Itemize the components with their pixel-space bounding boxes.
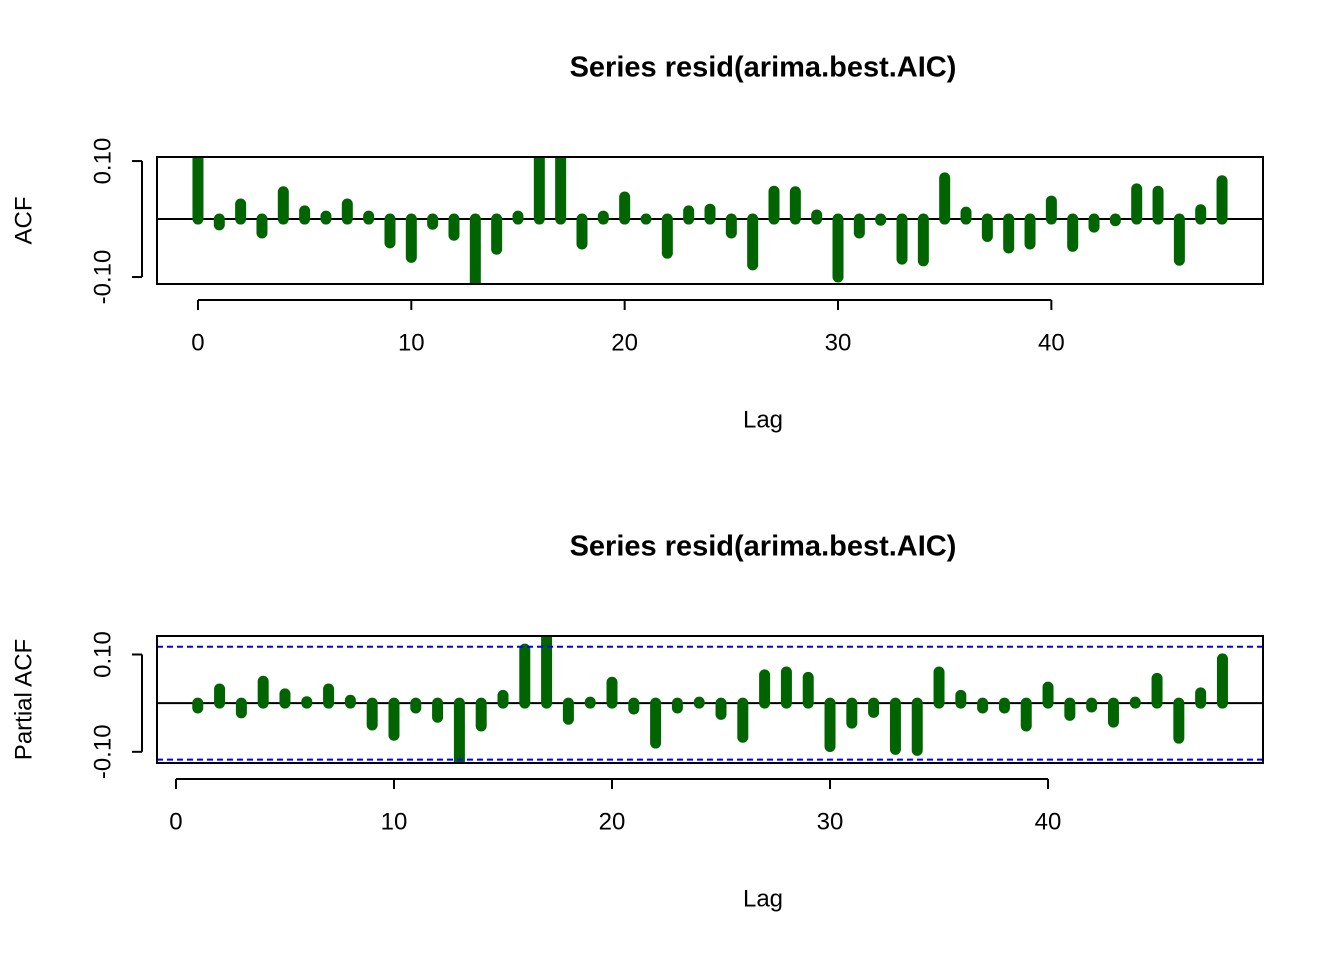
- plot-box: [156, 156, 1264, 285]
- x-tick-label: 40: [1035, 808, 1062, 835]
- chart-title: Series resid(arima.best.AIC): [570, 52, 957, 84]
- y-axis-label: ACF: [10, 197, 37, 245]
- y-tick-label: 0.10: [89, 631, 116, 678]
- plot-box: [156, 635, 1264, 764]
- x-tick-label: 40: [1038, 329, 1065, 356]
- y-tick-label: -0.10: [89, 250, 116, 305]
- plot-area: [157, 157, 1263, 284]
- x-tick-label: 0: [169, 808, 182, 835]
- x-tick-label: 30: [825, 329, 852, 356]
- x-tick-label: 30: [817, 808, 844, 835]
- y-tick-label: -0.10: [89, 724, 116, 779]
- x-tick-label: 20: [611, 329, 638, 356]
- x-axis-label: Lag: [743, 406, 783, 433]
- x-tick-label: 20: [599, 808, 626, 835]
- x-axis-label: Lag: [743, 885, 783, 912]
- panel: Series resid(arima.best.AIC) Lag ACF 0 10 20 3…: [10, 52, 1264, 433]
- panel: Series resid(arima.best.AIC) Lag Partial A…: [10, 531, 1264, 912]
- x-tick-label: 10: [381, 808, 408, 835]
- plot-area: [157, 636, 1263, 763]
- x-tick-label: 0: [191, 329, 204, 356]
- chart-title: Series resid(arima.best.AIC): [570, 531, 957, 563]
- y-axis-label: Partial ACF: [10, 639, 37, 760]
- x-tick-label: 10: [398, 329, 425, 356]
- y-tick-label: 0.10: [89, 138, 116, 185]
